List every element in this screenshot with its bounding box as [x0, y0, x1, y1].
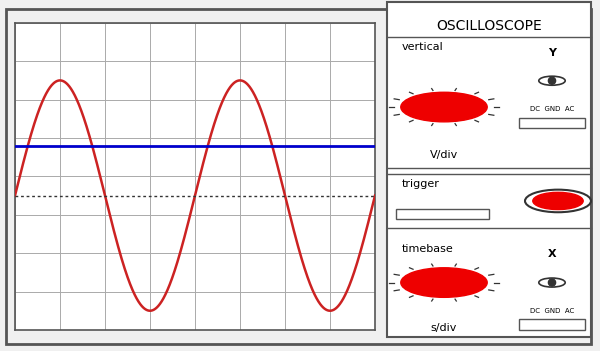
- Text: X: X: [548, 250, 556, 259]
- Text: DC  GND  AC: DC GND AC: [530, 106, 574, 112]
- Text: V/div: V/div: [430, 150, 458, 160]
- Text: vertical: vertical: [402, 42, 444, 52]
- Bar: [519, 319, 585, 330]
- Text: Y: Y: [548, 48, 556, 58]
- FancyBboxPatch shape: [6, 9, 591, 344]
- Ellipse shape: [533, 192, 583, 210]
- Ellipse shape: [539, 278, 565, 287]
- Bar: [396, 209, 489, 219]
- Ellipse shape: [539, 76, 565, 85]
- Ellipse shape: [548, 77, 556, 84]
- Bar: [519, 118, 585, 128]
- FancyBboxPatch shape: [387, 2, 591, 337]
- Ellipse shape: [401, 268, 487, 297]
- Text: trigger: trigger: [402, 179, 440, 189]
- Text: timebase: timebase: [402, 244, 454, 254]
- Ellipse shape: [548, 279, 556, 286]
- Ellipse shape: [401, 92, 487, 122]
- Text: OSCILLOSCOPE: OSCILLOSCOPE: [436, 19, 542, 33]
- Text: s/div: s/div: [431, 323, 457, 333]
- Text: DC  GND  AC: DC GND AC: [530, 307, 574, 314]
